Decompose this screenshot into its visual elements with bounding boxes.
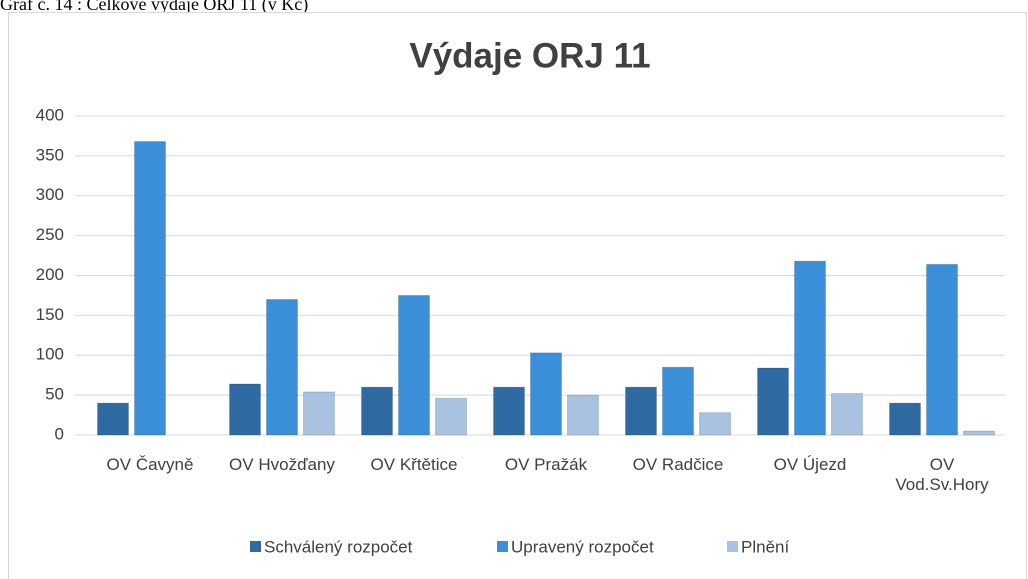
chart-border	[8, 12, 1027, 579]
bar	[926, 263, 958, 436]
x-tick-label: OV Hvožďany	[229, 455, 335, 474]
chart-title: Výdaje ORJ 11	[409, 36, 650, 75]
caption: Graf č. 14 : Celkové výdaje ORJ 11 (v Kč…	[0, 0, 309, 14]
legend-label: Schválený rozpočet	[264, 537, 413, 556]
x-tick-label: OV Pražák	[504, 455, 588, 474]
bar	[493, 386, 525, 436]
x-tick-label: OV Vod.Sv.Hory	[895, 455, 989, 494]
bar	[794, 260, 826, 436]
bar	[266, 298, 298, 436]
bar	[699, 412, 731, 436]
y-tick-label: 50	[45, 385, 64, 404]
bar	[757, 367, 789, 436]
x-tick-label: OV Radčice	[632, 455, 724, 474]
legend-label: Upravený rozpočet	[511, 537, 654, 556]
x-tick-label: OV Čavyně	[106, 455, 194, 474]
bar	[831, 393, 863, 436]
legend-swatch	[250, 541, 261, 552]
legend-label: Plnění	[741, 537, 789, 556]
bar	[435, 397, 467, 436]
y-tick-label: 300	[36, 185, 64, 204]
bar	[398, 294, 430, 436]
bar	[530, 352, 562, 436]
bar	[303, 391, 335, 436]
legend-swatch	[727, 541, 738, 552]
bar	[134, 141, 166, 436]
y-tick-label: 200	[36, 265, 64, 284]
x-tick-label: OV Křtětice	[370, 455, 458, 474]
y-tick-label: 250	[36, 225, 64, 244]
bar	[963, 430, 995, 436]
y-tick-label: 0	[55, 424, 64, 443]
bar	[567, 394, 599, 436]
x-tick-label: OV Újezd	[773, 455, 847, 474]
legend-swatch	[497, 541, 508, 552]
bar	[97, 402, 129, 436]
y-tick-label: 100	[36, 345, 64, 364]
bar	[361, 386, 393, 436]
bar	[889, 402, 921, 436]
bar	[229, 383, 261, 436]
bar	[662, 366, 694, 436]
y-tick-label: 350	[36, 145, 64, 164]
bar	[625, 386, 657, 436]
y-tick-label: 150	[36, 305, 64, 324]
y-tick-label: 400	[36, 105, 64, 124]
